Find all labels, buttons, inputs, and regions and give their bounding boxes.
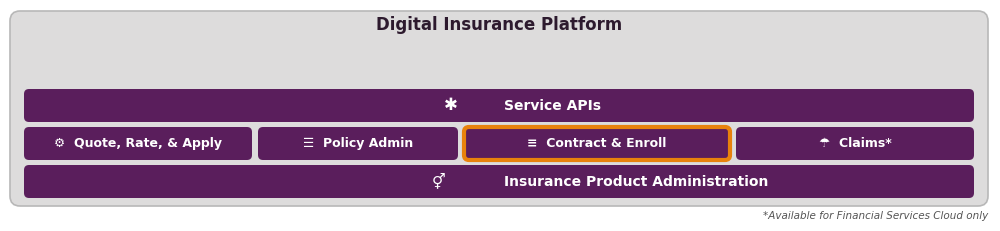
FancyBboxPatch shape <box>258 127 458 160</box>
Text: ⚥: ⚥ <box>432 173 446 189</box>
Text: ☰  Policy Admin: ☰ Policy Admin <box>303 137 413 150</box>
Text: ✶: ✶ <box>445 98 457 113</box>
FancyBboxPatch shape <box>24 127 252 160</box>
Text: ⚙  Quote, Rate, & Apply: ⚙ Quote, Rate, & Apply <box>54 137 222 150</box>
FancyBboxPatch shape <box>24 165 974 198</box>
Text: ✱: ✱ <box>444 97 458 115</box>
FancyBboxPatch shape <box>24 89 974 122</box>
Text: *Available for Financial Services Cloud only: *Available for Financial Services Cloud … <box>763 211 988 221</box>
FancyBboxPatch shape <box>10 11 988 206</box>
FancyBboxPatch shape <box>464 127 730 160</box>
Text: ☂  Claims*: ☂ Claims* <box>819 137 891 150</box>
Text: Digital Insurance Platform: Digital Insurance Platform <box>376 16 622 34</box>
Text: ≡  Contract & Enroll: ≡ Contract & Enroll <box>527 137 667 150</box>
Text: Service APIs: Service APIs <box>504 98 601 112</box>
Text: Insurance Product Administration: Insurance Product Administration <box>504 174 768 188</box>
FancyBboxPatch shape <box>736 127 974 160</box>
